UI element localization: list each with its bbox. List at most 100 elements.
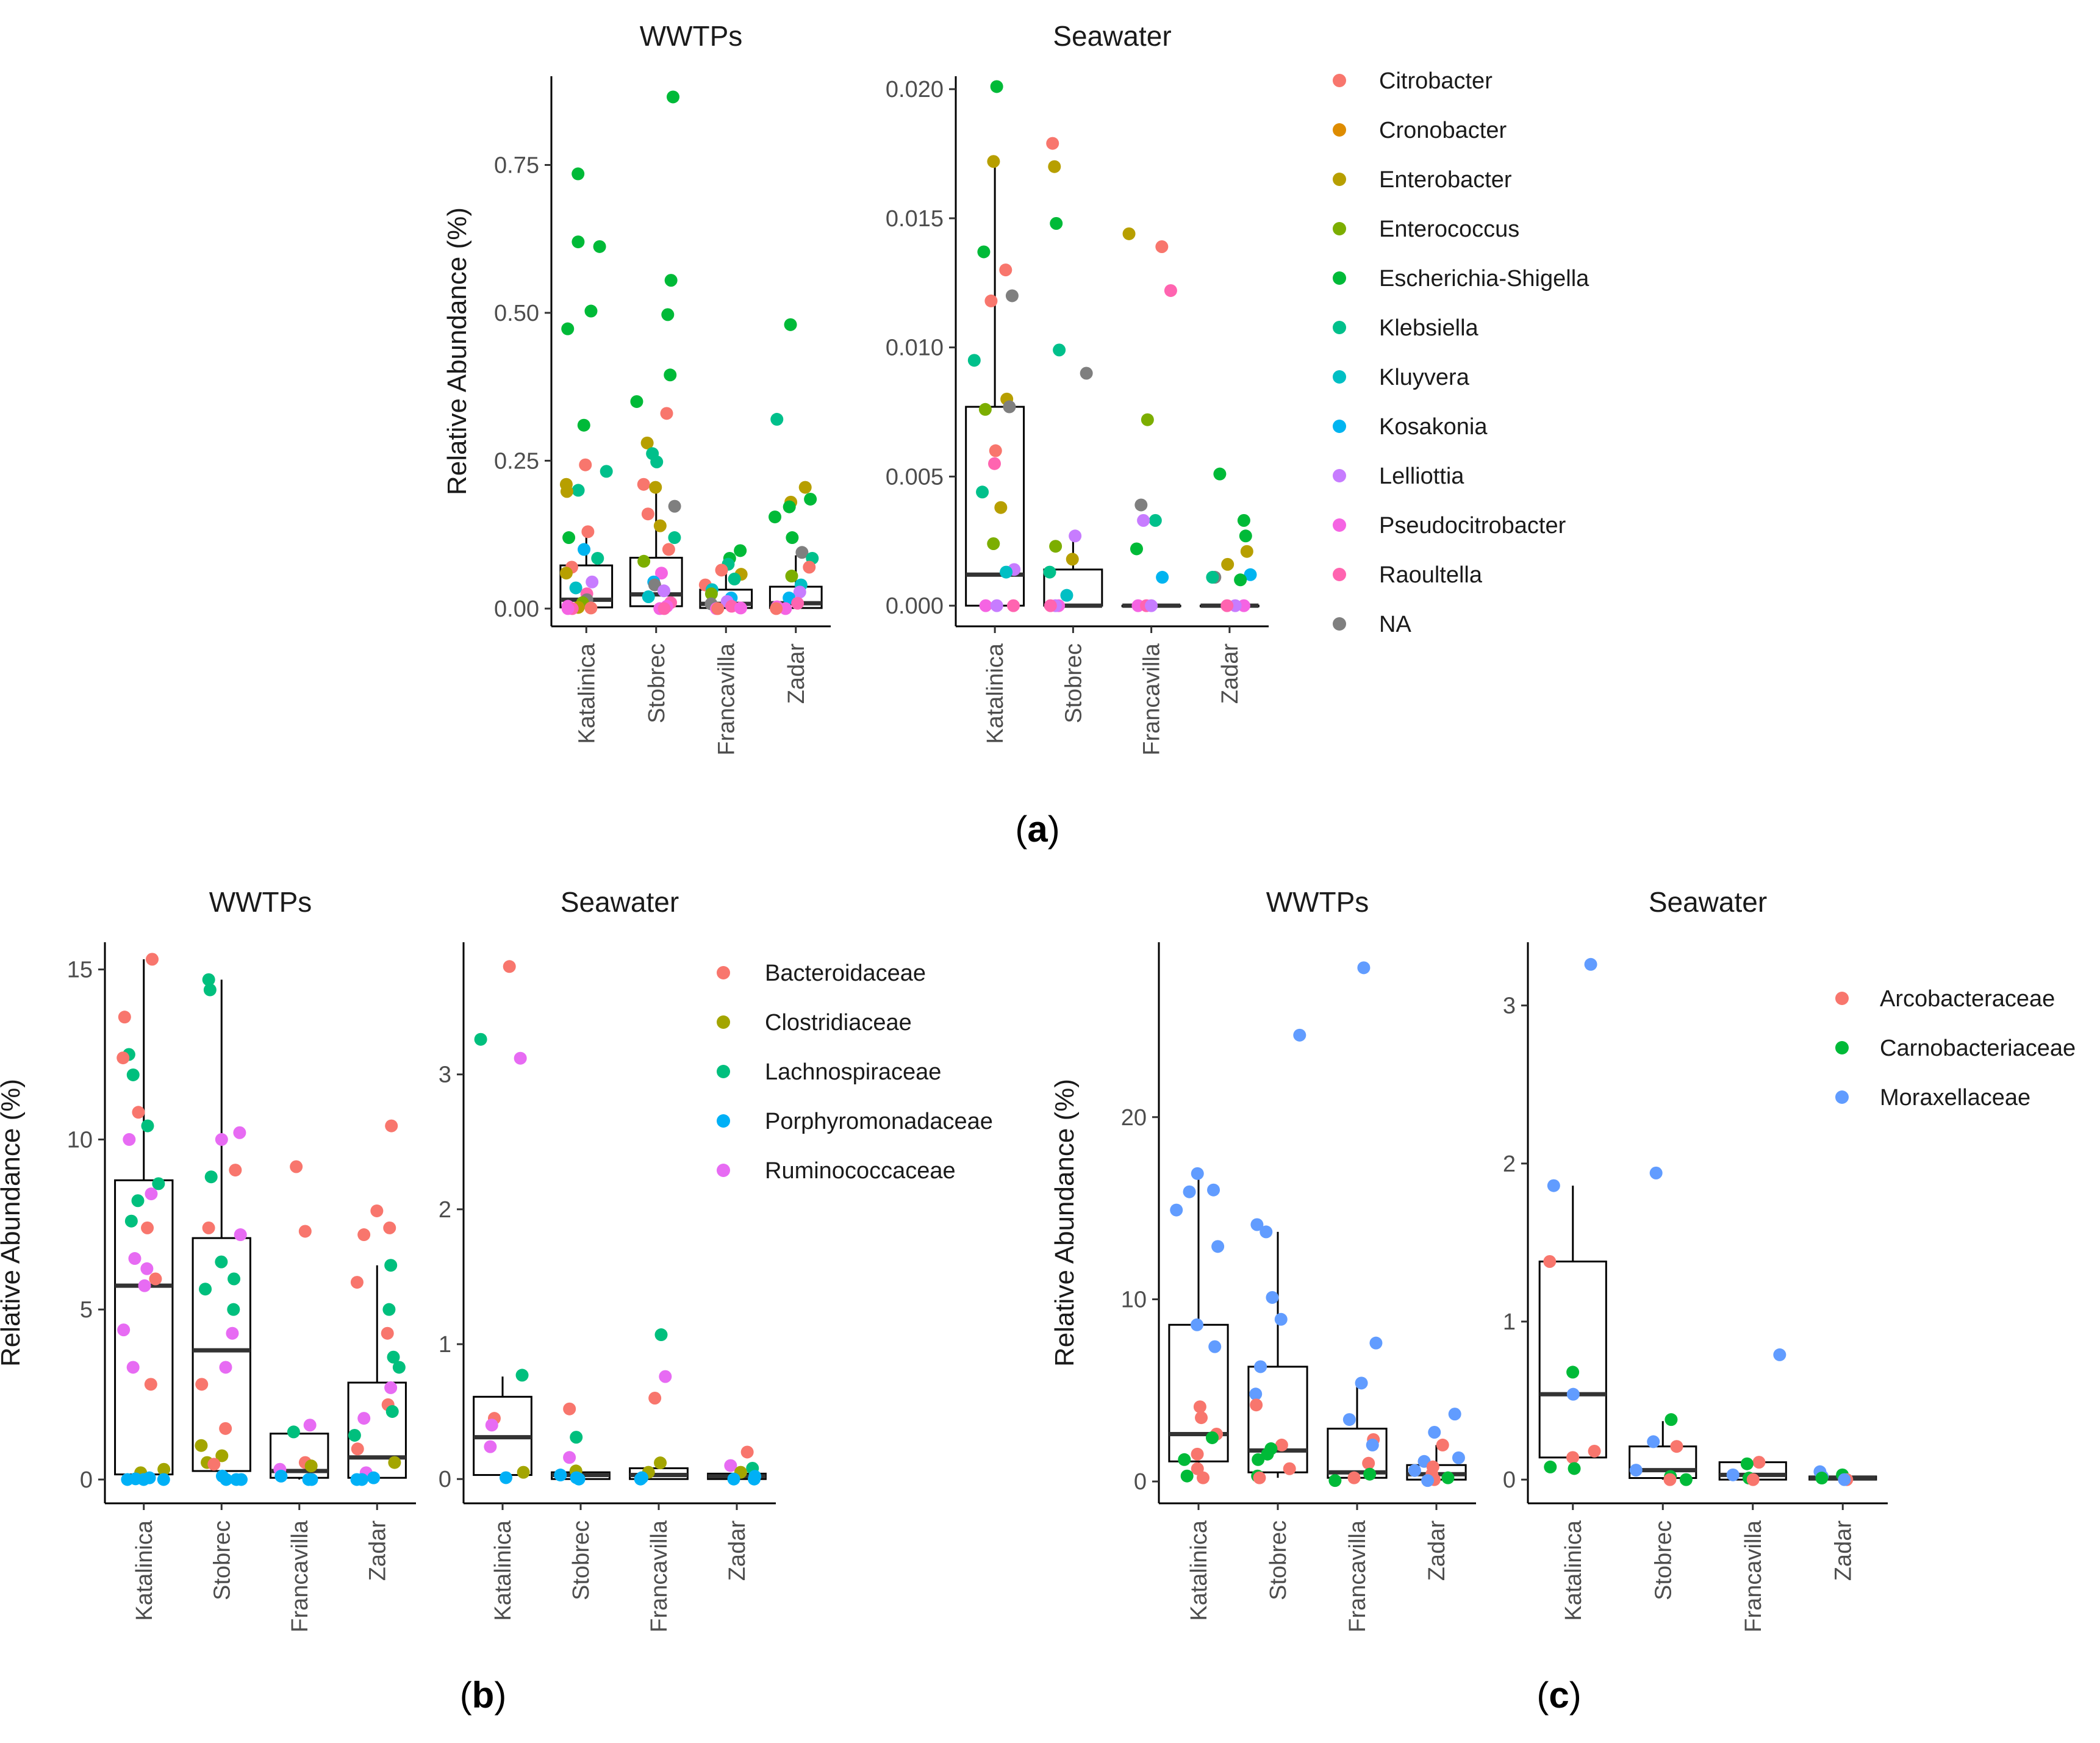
data-point: [382, 1303, 396, 1316]
data-point: [572, 167, 585, 181]
data-point: [637, 478, 650, 491]
legend-item: Raoultella: [1333, 562, 1483, 588]
data-point: [1193, 1400, 1206, 1414]
data-point: [118, 1011, 131, 1024]
data-point: [734, 601, 747, 615]
data-point: [228, 1272, 241, 1286]
data-point: [195, 1378, 209, 1391]
data-point: [1566, 1451, 1580, 1464]
data-point: [1421, 1474, 1435, 1487]
data-point: [141, 1221, 154, 1234]
data-point: [1191, 1167, 1204, 1180]
data-point: [1568, 1462, 1581, 1475]
data-point: [1366, 1438, 1379, 1451]
data-point: [1670, 1440, 1683, 1453]
data-point: [650, 455, 664, 468]
data-point: [226, 1326, 239, 1340]
data-point: [1347, 1471, 1361, 1484]
data-point: [579, 458, 592, 471]
data-point: [1060, 589, 1073, 602]
data-point: [203, 983, 217, 997]
data-point: [1543, 1254, 1557, 1268]
legend-label: Raoultella: [1379, 562, 1483, 588]
data-point: [1155, 240, 1169, 253]
data-point: [1588, 1444, 1601, 1458]
y-tick-label: 20: [1121, 1105, 1147, 1131]
data-point: [1213, 467, 1227, 481]
legend-label: Cronobacter: [1379, 118, 1507, 143]
data-point: [1191, 1447, 1204, 1461]
data-point: [770, 413, 784, 426]
data-point: [219, 1422, 232, 1435]
data-point: [355, 1473, 368, 1486]
x-tick-label: Francavilla: [1139, 643, 1165, 756]
data-point: [559, 567, 573, 580]
data-point: [989, 444, 1002, 457]
data-point: [1584, 957, 1597, 971]
data-point: [804, 492, 817, 506]
data-point: [1773, 1348, 1786, 1361]
data-point: [1156, 571, 1169, 584]
data-point: [572, 235, 585, 249]
y-tick-label: 0: [1503, 1467, 1516, 1493]
data-point: [367, 1471, 381, 1484]
data-point: [1043, 565, 1056, 579]
legend-label: NA: [1379, 612, 1411, 637]
x-tick-label: Francavilla: [714, 643, 739, 756]
y-tick-label: 10: [1121, 1287, 1147, 1312]
y-tick-label: 2: [439, 1197, 451, 1223]
y-tick-label: 0.75: [494, 152, 539, 178]
data-point: [128, 1252, 142, 1265]
data-point: [779, 602, 792, 615]
data-point: [207, 1458, 221, 1471]
data-point: [202, 1221, 215, 1234]
data-point: [593, 240, 606, 253]
legend-label: Kluyvera: [1379, 365, 1470, 390]
legend-c: Arcobacteraceae Carnobacteriaceae Moraxell…: [1835, 986, 2076, 1111]
data-point: [727, 1472, 740, 1486]
data-point: [1044, 599, 1057, 612]
data-point: [1250, 1218, 1264, 1231]
data-point: [202, 973, 215, 986]
data-point: [1183, 1185, 1196, 1198]
y-tick-label: 0.005: [886, 464, 944, 490]
x-tick-label: Stobrec: [568, 1520, 594, 1600]
data-point: [144, 1378, 157, 1391]
data-point: [1252, 1453, 1265, 1466]
box-francavilla: [1327, 1383, 1388, 1482]
legend-key: [1333, 271, 1346, 285]
data-point: [660, 407, 673, 420]
data-point: [116, 1051, 130, 1065]
data-point: [215, 1133, 228, 1146]
legend-key: [1333, 518, 1346, 532]
legend-key: [717, 966, 730, 979]
data-point: [1363, 1467, 1377, 1481]
data-point: [994, 501, 1008, 514]
data-point: [233, 1126, 246, 1139]
data-point: [1665, 1413, 1678, 1426]
data-point: [976, 485, 989, 499]
legend-key: [1333, 568, 1346, 581]
data-point: [215, 1449, 229, 1462]
legend-key: [1333, 123, 1346, 137]
data-point: [1283, 1462, 1296, 1475]
legend-label: Klebsiella: [1379, 315, 1479, 341]
data-point: [474, 1033, 487, 1046]
legend-key: [1333, 173, 1346, 186]
chart-panels: WWTPs Relative Abundance (%) 0.00 0.25 0.50 0…: [0, 20, 1888, 1633]
data-point: [1815, 1472, 1829, 1485]
data-point: [1342, 1413, 1356, 1426]
data-point: [1048, 160, 1061, 173]
data-point: [204, 1170, 218, 1184]
data-point: [1275, 1438, 1288, 1451]
data-point: [967, 354, 981, 367]
data-point: [661, 308, 675, 321]
data-point: [1249, 1387, 1263, 1401]
data-point: [1066, 553, 1079, 566]
data-point: [600, 465, 613, 478]
data-point: [1130, 542, 1143, 556]
x-tick-label: Stobrec: [1266, 1520, 1291, 1600]
legend-item: Lachnospiraceae: [717, 1059, 941, 1085]
data-point: [654, 567, 668, 580]
